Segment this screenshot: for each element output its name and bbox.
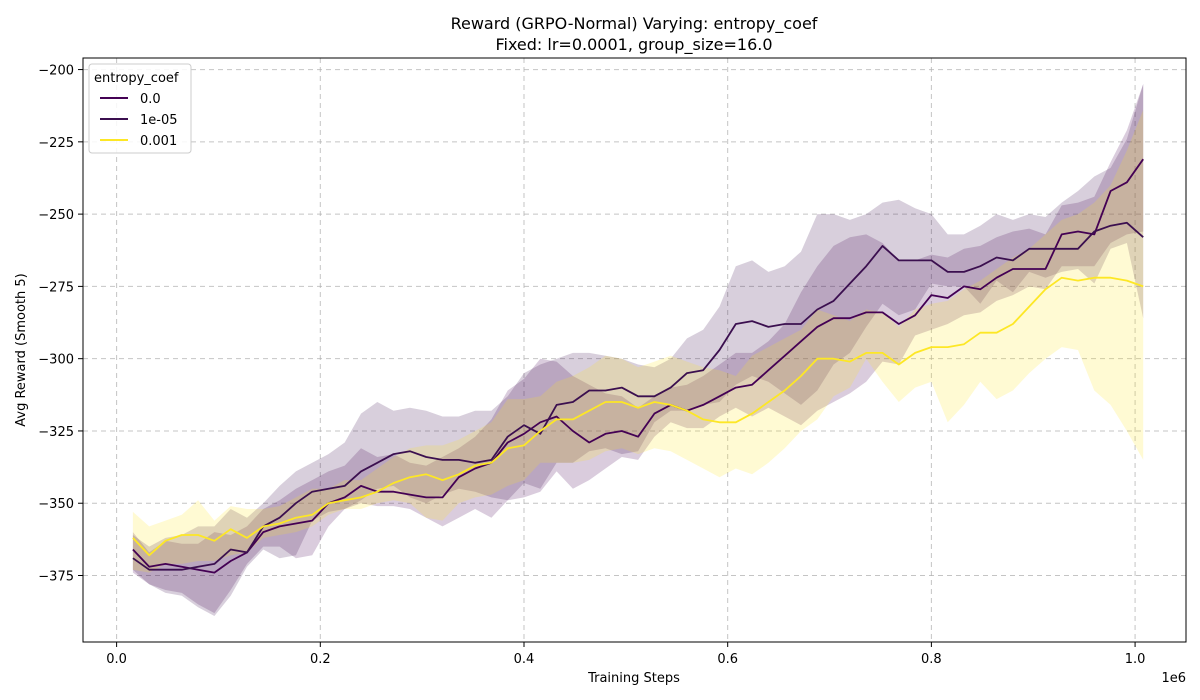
plot-frame	[82, 57, 1187, 643]
chart-subtitle: Fixed: lr=0.0001, group_size=16.0	[495, 35, 772, 55]
legend: entropy_coef 0.0 1e-05 0.001	[88, 63, 192, 154]
series-lines	[132, 158, 1144, 574]
legend-entry-2: 0.001	[140, 134, 177, 149]
y-axis-label: Avg Reward (Smooth 5)	[14, 273, 29, 426]
y-tick-label: −250	[38, 208, 74, 223]
confidence-bands	[132, 84, 1144, 616]
x-tick-label: 0.8	[921, 652, 942, 667]
legend-entry-0: 0.0	[140, 92, 161, 107]
chart-title: Reward (GRPO-Normal) Varying: entropy_co…	[451, 14, 818, 34]
legend-title: entropy_coef	[94, 71, 179, 86]
x-axis-ticks: 0.0 0.2 0.4 0.6 0.8 1.0	[106, 642, 1145, 667]
y-tick-label: −325	[38, 425, 74, 440]
band-0	[132, 84, 1144, 614]
y-tick-label: −350	[38, 497, 74, 512]
series-line-2	[132, 276, 1144, 557]
legend-box	[88, 63, 192, 154]
x-tick-label: 0.2	[310, 652, 331, 667]
x-axis-label: Training Steps	[587, 671, 680, 686]
y-tick-label: −200	[38, 64, 74, 79]
y-tick-label: −275	[38, 280, 74, 295]
x-axis-offset: 1e6	[1161, 671, 1186, 686]
band-1	[132, 84, 1144, 616]
series-line-0	[132, 158, 1144, 574]
y-tick-label: −225	[38, 136, 74, 151]
x-tick-label: 0.6	[717, 652, 738, 667]
y-tick-label: −375	[38, 570, 74, 585]
grid	[83, 58, 1186, 642]
band-2	[132, 110, 1144, 573]
y-tick-label: −300	[38, 353, 74, 368]
x-tick-label: 0.0	[106, 652, 127, 667]
series-line-1	[132, 221, 1144, 571]
y-axis-ticks: −375 −350 −325 −300 −275 −250 −225 −200	[38, 64, 83, 585]
x-tick-label: 0.4	[514, 652, 535, 667]
x-tick-label: 1.0	[1125, 652, 1146, 667]
legend-entry-1: 1e-05	[140, 113, 178, 128]
